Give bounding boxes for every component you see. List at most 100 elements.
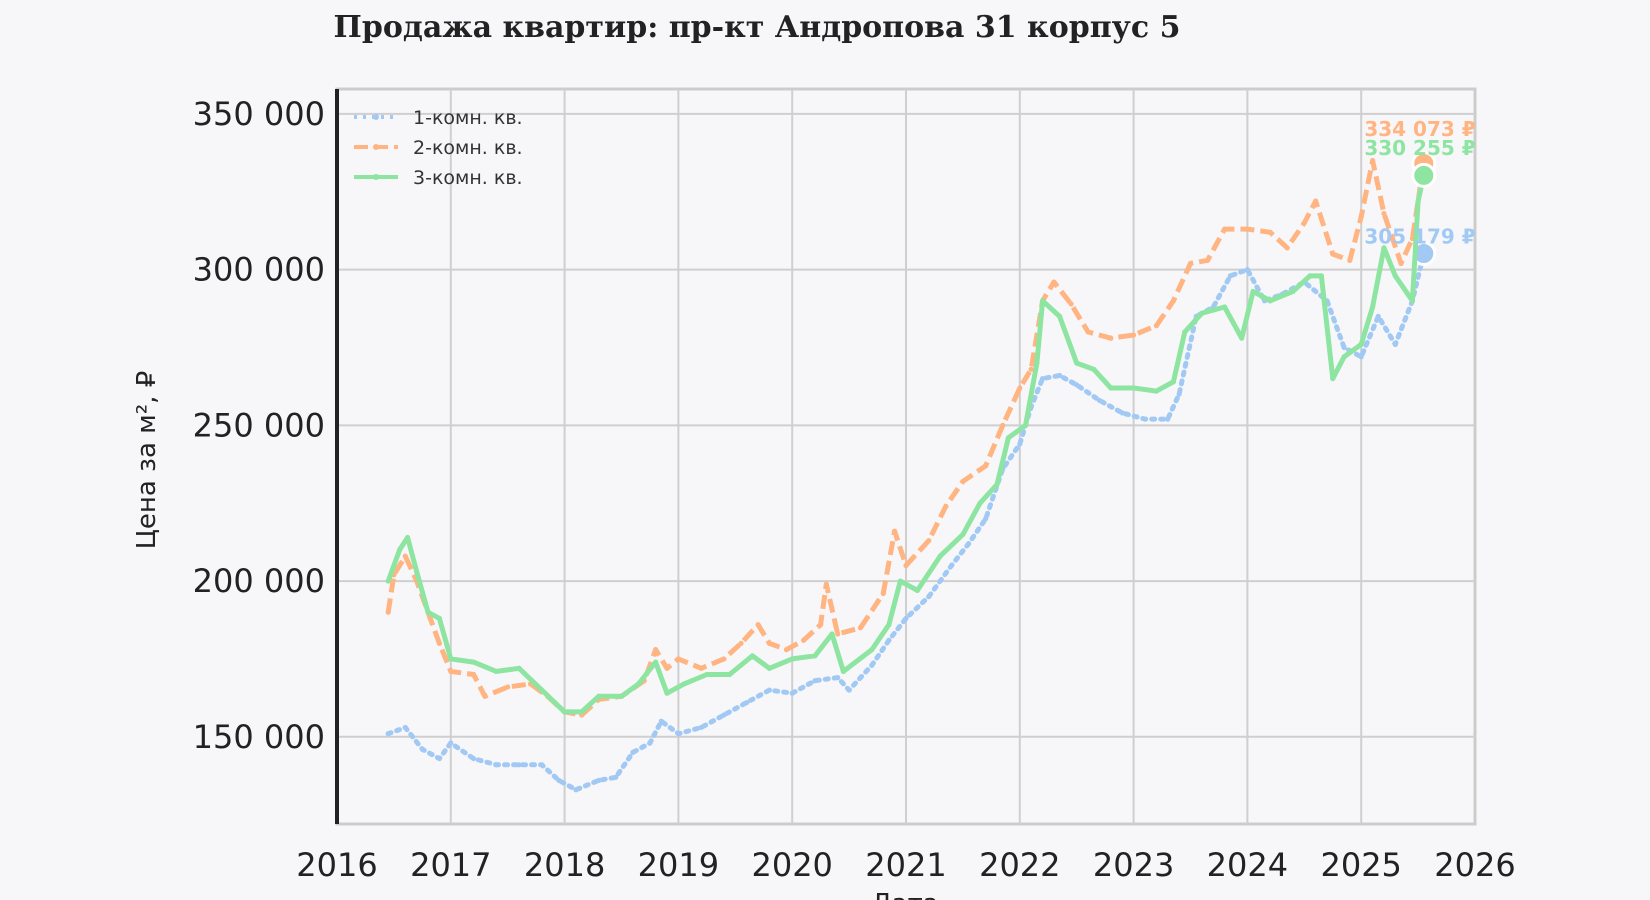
series-point xyxy=(539,687,545,693)
series-point xyxy=(960,531,966,537)
series-point xyxy=(857,625,864,631)
legend: 1-комн. кв. 2-комн. кв. 3-комн. кв. xyxy=(354,107,523,189)
series-point xyxy=(470,659,477,665)
series-point xyxy=(1267,229,1273,235)
series-point xyxy=(664,665,670,671)
series-point xyxy=(1239,335,1245,341)
series-point xyxy=(886,622,892,628)
series-point xyxy=(1022,422,1029,428)
series-point xyxy=(937,553,943,559)
series-point xyxy=(470,755,477,762)
series-point xyxy=(404,534,411,541)
series-point xyxy=(493,762,499,768)
legend-swatch-marker xyxy=(373,144,379,150)
series-point xyxy=(1222,304,1228,310)
series-point xyxy=(755,622,761,628)
series-point xyxy=(1318,273,1324,279)
series-point xyxy=(385,731,391,737)
series-point xyxy=(1244,267,1250,273)
y-axis-label: Цена за м², ₽ xyxy=(132,371,162,550)
series-point xyxy=(823,581,829,587)
series-point xyxy=(402,553,408,559)
series-point xyxy=(818,622,824,628)
series-point xyxy=(1091,366,1097,372)
series-point xyxy=(783,646,790,653)
series-point xyxy=(414,569,420,575)
series-point xyxy=(436,640,443,646)
y-tick-labels: 150 000 200 000 250 000 300 000 350 000 xyxy=(193,95,325,756)
y-tick-label: 200 000 xyxy=(193,562,325,600)
series-point xyxy=(1409,298,1416,304)
series-point xyxy=(1313,198,1319,204)
series-point xyxy=(1085,329,1091,335)
series-point xyxy=(1267,298,1273,304)
series-point xyxy=(943,503,949,509)
series-point xyxy=(926,537,932,544)
series-point xyxy=(1415,198,1421,204)
series-point xyxy=(1153,388,1159,394)
series-point xyxy=(493,668,499,674)
x-tick-label: 2024 xyxy=(1207,846,1288,884)
x-tick-label: 2026 xyxy=(1434,846,1515,884)
series-point xyxy=(1341,344,1347,351)
series-point xyxy=(1074,360,1080,366)
x-tick-label: 2016 xyxy=(296,846,377,884)
series-point xyxy=(448,656,454,662)
series-point xyxy=(1119,410,1125,416)
series-point xyxy=(897,578,903,584)
series-point xyxy=(1096,397,1103,404)
series-point xyxy=(1057,372,1063,379)
series-point xyxy=(675,731,682,737)
series-point xyxy=(1250,288,1256,295)
series-point xyxy=(1398,260,1404,267)
series-point xyxy=(766,665,773,671)
series-point xyxy=(596,693,602,699)
series-point xyxy=(562,709,568,715)
series-point xyxy=(448,668,454,674)
series-point xyxy=(1017,441,1023,447)
series-point xyxy=(1108,385,1114,391)
series-point xyxy=(1347,257,1353,263)
series-point xyxy=(1369,158,1376,164)
series-line-3 xyxy=(385,174,1427,715)
legend-swatch-marker xyxy=(373,174,379,180)
x-tick-label: 2018 xyxy=(524,846,605,884)
series-point xyxy=(1057,313,1063,319)
series-point xyxy=(385,578,391,584)
series-point xyxy=(1381,210,1387,217)
series-point xyxy=(886,637,892,643)
series-point xyxy=(539,762,545,768)
series-point xyxy=(1068,301,1074,307)
series-point xyxy=(675,656,682,662)
x-tick-labels: 2016 2017 2018 2019 2020 2021 2022 2023 2024 2025… xyxy=(296,846,1515,884)
series-point xyxy=(983,463,989,469)
series-point xyxy=(835,631,841,637)
series-point xyxy=(482,693,488,699)
series-point xyxy=(1244,226,1250,232)
series-point xyxy=(869,662,875,668)
series-point xyxy=(1330,376,1336,382)
series-point xyxy=(704,671,710,678)
series-point xyxy=(869,646,875,653)
series-point xyxy=(892,528,898,534)
series-point xyxy=(960,478,966,485)
series-point xyxy=(402,724,408,731)
series-point xyxy=(1131,332,1137,338)
series-point xyxy=(448,740,454,746)
series-point xyxy=(436,615,443,622)
series-point xyxy=(1227,273,1233,279)
series-point xyxy=(1341,354,1347,360)
x-tick-label: 2025 xyxy=(1320,846,1401,884)
series-point xyxy=(1170,298,1177,304)
series-point xyxy=(647,740,653,746)
y-tick-label: 300 000 xyxy=(193,251,325,289)
series-point xyxy=(396,547,403,553)
series-point xyxy=(926,594,932,600)
series-point xyxy=(658,718,664,724)
series-point xyxy=(556,777,562,783)
series-point xyxy=(425,609,431,615)
series-point xyxy=(812,653,818,659)
series-point xyxy=(635,681,642,687)
series-point xyxy=(653,659,659,665)
series-point xyxy=(1170,379,1177,385)
